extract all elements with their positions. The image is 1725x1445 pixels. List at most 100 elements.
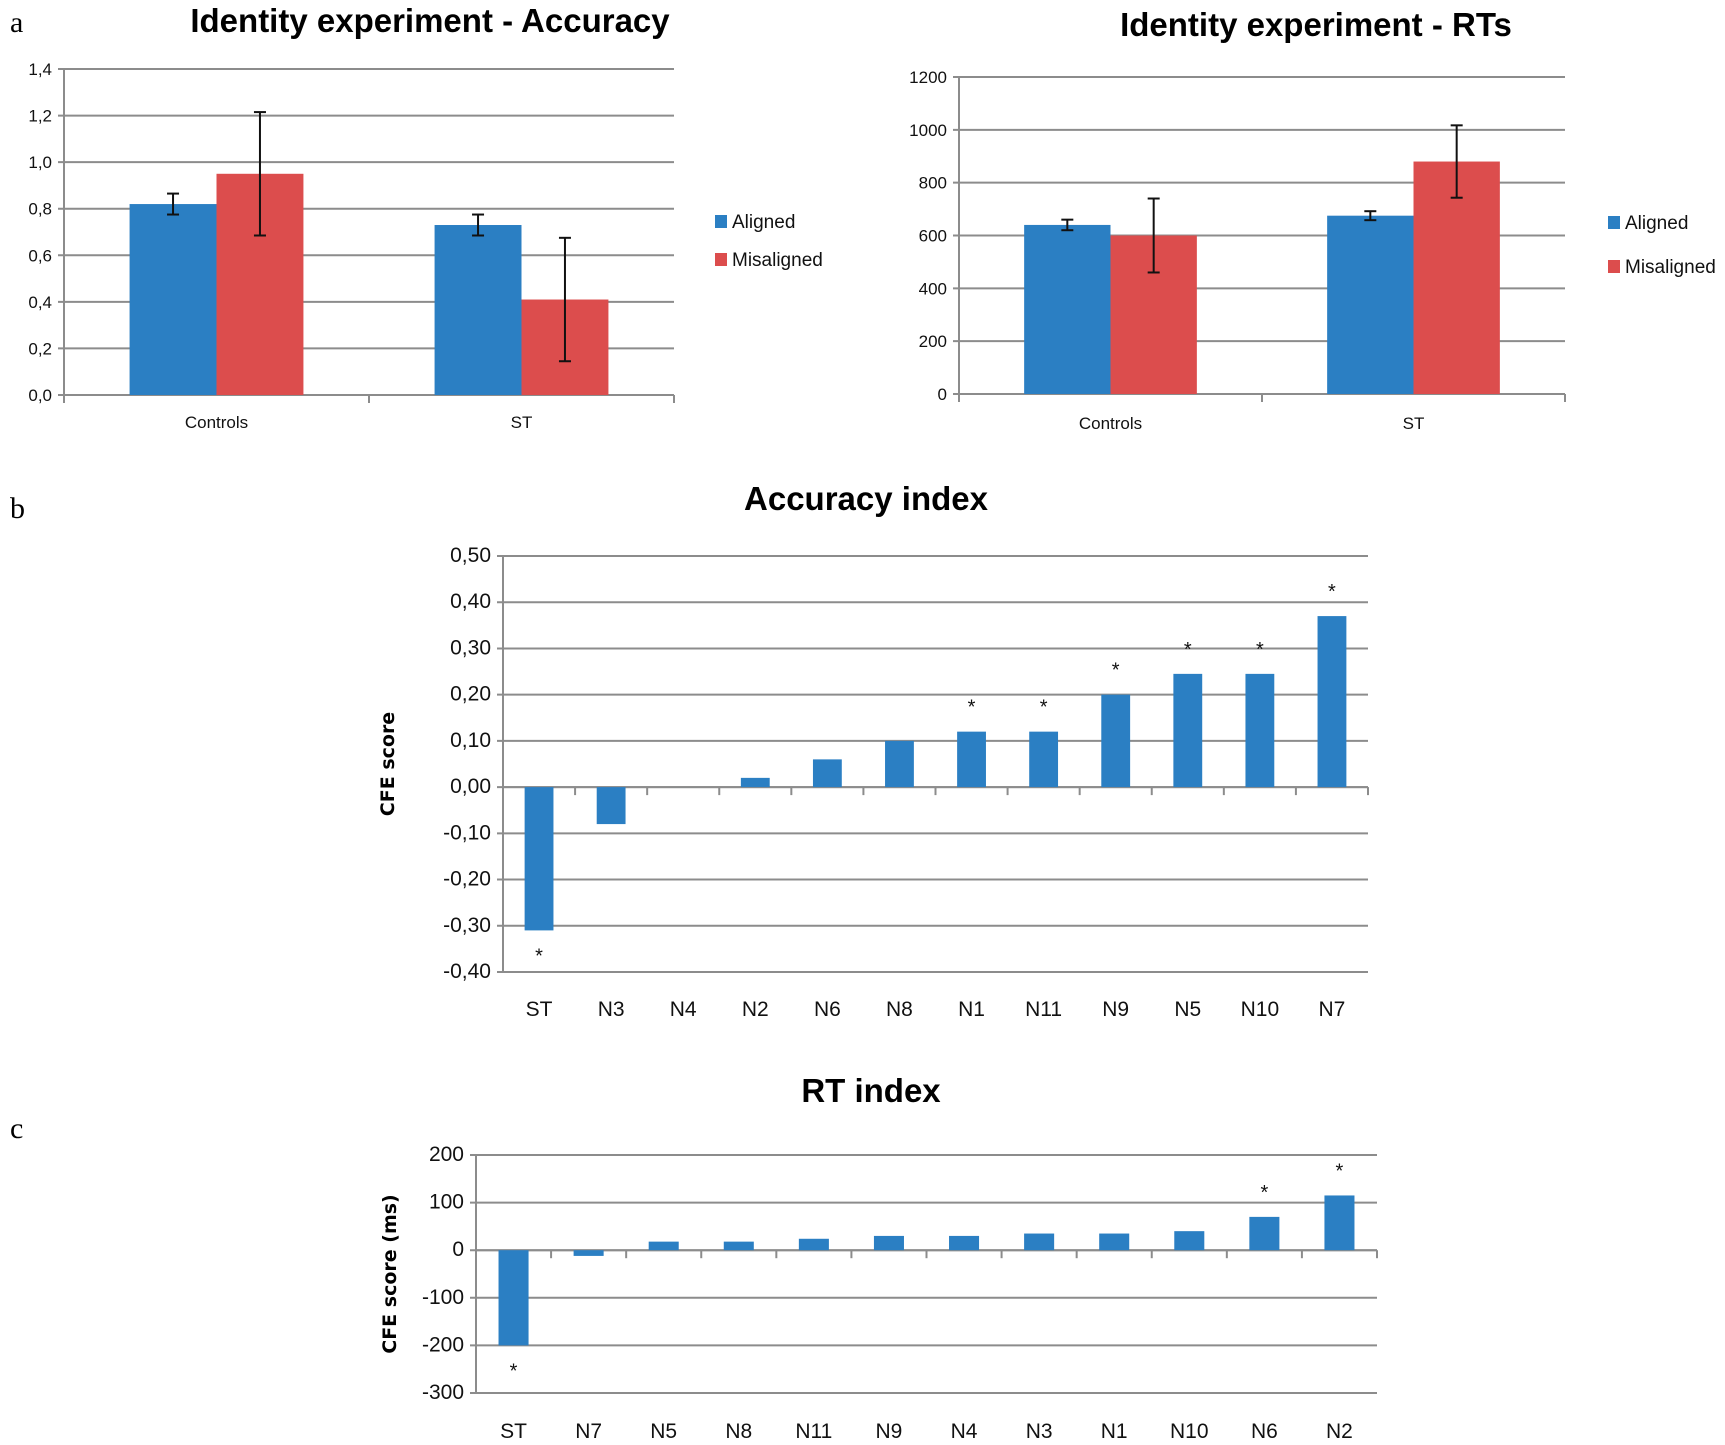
bar-n7 (1317, 616, 1347, 788)
y-tick-label: 0,20 (450, 683, 491, 706)
significance-star: * (1040, 697, 1048, 719)
x-tick-label: N6 (1251, 1420, 1278, 1443)
x-tick-label: N2 (742, 998, 769, 1021)
x-tick-label: ST (511, 413, 533, 432)
x-tick-label: N2 (1326, 1420, 1353, 1443)
x-tick-label: N7 (1319, 998, 1346, 1021)
bar-n8 (885, 740, 914, 788)
bar-n5 (648, 1241, 679, 1251)
chart-3: Accuracy index -0,40 -0,30 -0,20 -0,10 0,00 0,… (377, 480, 1369, 1021)
bar-n10 (1245, 673, 1275, 788)
significance-star: * (535, 945, 543, 967)
chart-title: Identity experiment - Accuracy (190, 2, 670, 39)
significance-star: * (1184, 639, 1192, 661)
y-tick-label: 200 (919, 332, 947, 351)
x-tick-label: ST (1403, 414, 1425, 433)
significance-star: * (1260, 1182, 1268, 1204)
panel-label-c: c (10, 1112, 23, 1145)
y-tick-label: 0,6 (28, 246, 52, 265)
x-tick-label: N9 (1102, 998, 1129, 1021)
panel-label-b: b (10, 492, 25, 525)
x-tick-label: N8 (725, 1420, 752, 1443)
y-tick-label: -200 (422, 1333, 464, 1356)
error-bar (167, 192, 180, 216)
y-tick-label: -0,30 (443, 914, 491, 937)
bar-st (524, 787, 554, 931)
bar-n11 (798, 1238, 829, 1251)
legend-label: Aligned (1625, 213, 1688, 234)
bar-n8 (723, 1241, 754, 1251)
panel-label-a: a (10, 6, 23, 39)
error-bar (1147, 197, 1160, 274)
bar-aligned-controls (1024, 224, 1111, 394)
error-bar (1364, 210, 1377, 222)
chart-title: Accuracy index (744, 480, 989, 517)
bar-n7 (573, 1250, 604, 1256)
legend-label: Misaligned (732, 250, 823, 271)
bar-aligned-st (1327, 215, 1414, 394)
legend-swatch-misaligned (1608, 260, 1620, 273)
error-bar (253, 111, 266, 237)
bar-n4 (949, 1235, 980, 1251)
x-tick-label: N6 (814, 998, 841, 1021)
y-tick-label: 0,2 (28, 339, 52, 358)
bar-st (498, 1250, 529, 1346)
y-tick-label: 0 (452, 1238, 464, 1261)
y-tick-label: 600 (919, 227, 947, 246)
bar-n1 (1099, 1233, 1130, 1251)
legend-label: Aligned (732, 212, 795, 233)
y-tick-label: 0,0 (28, 386, 52, 405)
x-tick-label: N11 (1025, 998, 1062, 1021)
y-tick-label: 0,4 (28, 293, 52, 312)
significance-star: * (1336, 1160, 1344, 1182)
y-tick-label: 0,8 (28, 200, 52, 219)
error-bar (1061, 218, 1074, 232)
x-tick-label: Controls (1079, 414, 1142, 433)
x-tick-label: N10 (1170, 1420, 1209, 1443)
error-bar (1450, 124, 1463, 199)
chart-title: RT index (801, 1072, 941, 1109)
x-tick-label: N4 (670, 998, 697, 1021)
legend-swatch-misaligned (715, 253, 727, 266)
error-bar (472, 213, 485, 237)
y-tick-label: 200 (429, 1143, 464, 1166)
bar-misaligned-st (1413, 161, 1500, 394)
bar-n5 (1173, 673, 1203, 788)
x-tick-label: ST (526, 998, 553, 1021)
y-tick-label: 400 (919, 279, 947, 298)
y-tick-label: 1,0 (28, 153, 52, 172)
bar-n2 (740, 777, 770, 788)
significance-star: * (1256, 639, 1264, 661)
y-tick-label: -100 (422, 1286, 464, 1309)
chart-2: Identity experiment - RTs 0 200 400 600 800 10… (909, 6, 1716, 433)
bar-n2 (1324, 1195, 1355, 1251)
bar-n3 (1024, 1233, 1055, 1251)
y-tick-label: -0,40 (443, 960, 491, 983)
chart-4: RT index -300 -200 -100 0 100 200 ST N7 N5 N8 N11 N9… (379, 1072, 1378, 1443)
x-tick-label: N8 (886, 998, 913, 1021)
bar-n6 (812, 759, 842, 788)
bar-n10 (1174, 1231, 1205, 1251)
y-tick-label: -0,20 (443, 868, 491, 891)
bar-aligned-st (434, 225, 522, 395)
bar-n9 (1101, 694, 1131, 788)
x-tick-label: N1 (958, 998, 985, 1021)
legend-swatch-aligned (1608, 216, 1620, 229)
x-tick-label: N11 (795, 1420, 832, 1443)
x-tick-label: N7 (575, 1420, 602, 1443)
bar-n9 (873, 1235, 904, 1251)
x-tick-label: N4 (951, 1420, 978, 1443)
bar-aligned-controls (129, 204, 217, 395)
x-tick-label: Controls (185, 413, 248, 432)
y-axis-label: CFE score (377, 712, 399, 816)
y-tick-label: 1,2 (28, 107, 52, 126)
x-tick-label: N3 (1026, 1420, 1053, 1443)
x-tick-label: N3 (598, 998, 625, 1021)
legend-swatch-aligned (715, 215, 727, 228)
chart-title: Identity experiment - RTs (1120, 6, 1512, 43)
legend-label: Misaligned (1625, 257, 1716, 278)
chart-1: Identity experiment - Accuracy 0,0 0,2 0,4 0… (28, 2, 822, 432)
bar-n6 (1249, 1216, 1280, 1251)
x-tick-label: N10 (1241, 998, 1280, 1021)
